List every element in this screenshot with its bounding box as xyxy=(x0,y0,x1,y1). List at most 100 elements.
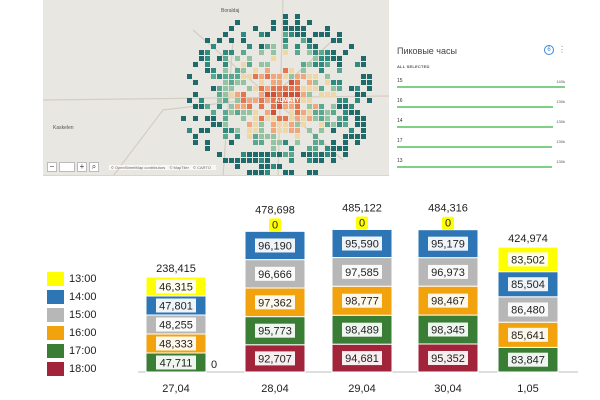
map-heat-cell xyxy=(223,98,228,103)
bar-segment[interactable] xyxy=(244,316,306,346)
map-heat-cell xyxy=(241,92,246,97)
bar-segment[interactable] xyxy=(244,259,306,289)
map-heat-cell xyxy=(361,128,366,133)
map-heat-cell xyxy=(361,56,366,61)
map-heat-cell xyxy=(253,122,258,127)
peak-hour-row[interactable]: 16 130k xyxy=(397,98,565,116)
map-heat-cell xyxy=(277,116,282,121)
legend-label: 15:00 xyxy=(69,309,97,321)
map-heat-cell xyxy=(367,98,372,103)
bar-segment[interactable] xyxy=(331,343,393,373)
zoom-out-button[interactable]: − xyxy=(47,162,57,172)
map-heat-cell xyxy=(313,152,318,157)
bar-segment[interactable] xyxy=(497,246,559,273)
map-heat-cell xyxy=(247,128,252,133)
bar-segment[interactable] xyxy=(417,257,479,287)
bar-segment[interactable] xyxy=(244,287,306,318)
map-heat-cell xyxy=(337,62,342,67)
map-heat-cell xyxy=(331,104,336,109)
peak-hour-label: 16 xyxy=(397,98,403,104)
map-heat-cell xyxy=(265,68,270,73)
map-heat-cell xyxy=(247,86,252,91)
map-heat-cell xyxy=(211,110,216,115)
bar-segment[interactable] xyxy=(331,257,393,287)
map-heat-cell xyxy=(241,98,246,103)
bar-segment[interactable] xyxy=(145,276,207,297)
map-heat-cell xyxy=(187,128,192,133)
map-heat-cell xyxy=(331,86,336,91)
bar-segment[interactable] xyxy=(417,285,479,316)
bar-segment[interactable] xyxy=(244,230,306,261)
map-heat-cell xyxy=(283,14,288,19)
bar-segment[interactable] xyxy=(417,229,479,259)
map-heat-cell xyxy=(259,92,264,97)
zoom-in-button[interactable]: + xyxy=(77,162,87,172)
bar-segment[interactable] xyxy=(145,295,207,316)
peak-hour-row[interactable]: 14 130k xyxy=(397,118,565,136)
map-heat-cell xyxy=(289,128,294,133)
map-heat-cell xyxy=(271,146,276,151)
map-heat-cell xyxy=(289,80,294,85)
bar-segment[interactable] xyxy=(417,343,479,373)
bar-segment[interactable] xyxy=(497,321,559,348)
legend-swatch xyxy=(47,362,64,376)
map-heat-cell xyxy=(229,140,234,145)
peak-hour-row[interactable]: 17 130k xyxy=(397,138,565,156)
map-heat-cell xyxy=(259,98,264,103)
bar-segment[interactable] xyxy=(145,352,207,373)
map-heat-cell xyxy=(325,92,330,97)
peak-hour-label: 17 xyxy=(397,138,403,144)
map-heat-cell xyxy=(223,32,228,37)
info-badge[interactable]: 6 xyxy=(544,45,554,55)
map-heat-cell xyxy=(235,134,240,139)
map-heat-cell xyxy=(301,110,306,115)
map-heat-cell xyxy=(295,140,300,145)
attribution-carto[interactable]: © CARTO xyxy=(193,165,211,170)
bar-segment[interactable] xyxy=(145,333,207,354)
bar-segment[interactable] xyxy=(417,314,479,345)
attribution-maptiler[interactable]: © MapTiler xyxy=(169,165,189,170)
bar-segment[interactable] xyxy=(331,314,393,345)
map-heat-cell xyxy=(217,92,222,97)
map-heat-cell xyxy=(271,134,276,139)
bar-segment[interactable] xyxy=(497,346,559,373)
heatmap-map[interactable]: Boraldaj ALMATY Kaskelen − + ⌕ © OpenStr… xyxy=(43,0,389,176)
map-heat-cell xyxy=(223,80,228,85)
attribution-osm[interactable]: © OpenStreetMap contributors xyxy=(111,165,166,170)
map-heat-cell xyxy=(337,146,342,151)
bar-segment[interactable] xyxy=(145,314,207,335)
map-heat-cell xyxy=(205,104,210,109)
map-heat-cell xyxy=(301,38,306,43)
map-heat-cell xyxy=(265,134,270,139)
map-heat-cell xyxy=(211,116,216,121)
map-heat-cell xyxy=(355,134,360,139)
map-heat-cell xyxy=(247,122,252,127)
peak-hour-label: 14 xyxy=(397,118,403,124)
bar-segment[interactable] xyxy=(497,296,559,323)
peak-hour-row[interactable]: 13 130k xyxy=(397,158,565,176)
map-heat-cell xyxy=(247,62,252,67)
map-heat-cell xyxy=(289,32,294,37)
map-heat-cell xyxy=(343,50,348,55)
bar-segment[interactable] xyxy=(331,285,393,316)
bar-segment[interactable] xyxy=(497,271,559,298)
map-heat-cell xyxy=(271,92,276,97)
map-heat-cell xyxy=(187,74,192,79)
search-icon[interactable]: ⌕ xyxy=(89,162,99,172)
map-heat-cell xyxy=(277,80,282,85)
map-heat-cell xyxy=(307,104,312,109)
bar-segment[interactable] xyxy=(331,228,393,259)
map-heat-cell xyxy=(355,62,360,67)
map-heat-cell xyxy=(307,74,312,79)
map-heat-cell xyxy=(301,122,306,127)
map-heat-cell xyxy=(295,32,300,37)
more-menu-icon[interactable]: ⋮ xyxy=(558,45,566,54)
map-heat-cell xyxy=(313,158,318,163)
map-heat-cell xyxy=(343,98,348,103)
map-heat-cell xyxy=(223,134,228,139)
map-heat-cell xyxy=(307,158,312,163)
bar-segment[interactable] xyxy=(244,344,306,373)
peak-hour-row[interactable]: 15 140k xyxy=(397,78,565,96)
map-heat-cell xyxy=(223,62,228,67)
map-heat-cell xyxy=(289,86,294,91)
